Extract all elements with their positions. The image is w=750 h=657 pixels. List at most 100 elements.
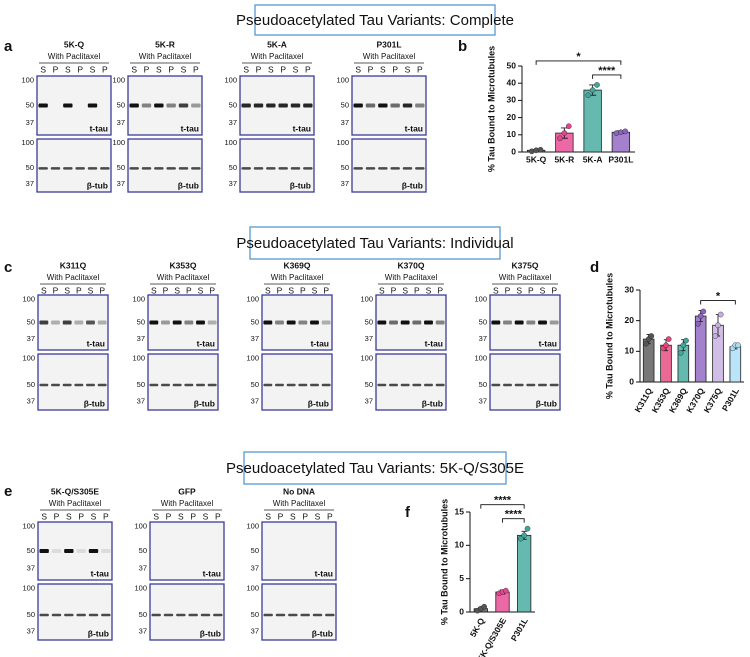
lane-label: S [265, 285, 271, 295]
treatment-label: With Paclitaxel [47, 273, 100, 282]
mw-marker: 100 [22, 522, 35, 531]
lane-label: S [540, 285, 546, 295]
y-tick-label: 0 [629, 376, 634, 386]
x-tick-label: P301L [608, 154, 633, 164]
band [266, 167, 276, 170]
mw-marker: 50 [139, 546, 147, 555]
band [365, 103, 376, 108]
band [424, 320, 433, 325]
band [39, 320, 49, 325]
data-point [643, 340, 649, 347]
target-label: β-tub [290, 180, 311, 190]
lane-label: P [186, 285, 192, 295]
data-point [677, 350, 684, 356]
target-label: β-tub [422, 398, 443, 408]
data-point [663, 342, 669, 349]
lane-label: S [153, 511, 159, 521]
mw-marker: 50 [479, 380, 487, 389]
band [278, 103, 288, 108]
band [188, 613, 198, 617]
y-tick-label: 10 [507, 129, 517, 139]
blot-bottom [375, 353, 447, 411]
band [39, 613, 49, 617]
data-point [589, 87, 596, 93]
treatment-label: With Paclitaxel [139, 52, 192, 61]
lane-label: S [65, 64, 71, 74]
band [312, 613, 323, 617]
panel-letter: e [4, 483, 12, 500]
y-axis-label: % Tau Bound to Microtubules [439, 499, 449, 625]
mw-marker: 50 [27, 380, 35, 389]
band [141, 103, 152, 108]
blot-top [239, 75, 315, 136]
band [74, 320, 84, 325]
target-label: β-tub [178, 180, 199, 190]
band [435, 320, 445, 325]
band [263, 320, 273, 325]
mw-marker: 100 [134, 522, 147, 531]
band [213, 613, 223, 617]
treatment-label: With Paclitaxel [273, 499, 326, 508]
section-title: Pseudoacetylated Tau Variants: 5K-Q/S305… [226, 460, 524, 477]
band [163, 613, 174, 617]
blot-title: K370Q [398, 260, 425, 270]
band [290, 167, 301, 170]
target-label: t-tau [425, 338, 443, 348]
band [412, 383, 422, 387]
mw-marker: 37 [27, 397, 35, 406]
band [415, 103, 425, 108]
significance-bracket [480, 504, 525, 509]
band [263, 383, 273, 387]
band [412, 320, 422, 325]
mw-marker: 100 [224, 76, 237, 85]
lane-label: S [131, 64, 137, 74]
target-label: β-tub [308, 398, 329, 408]
blot-bottom [36, 138, 112, 193]
target-label: t-tau [181, 123, 199, 133]
mw-marker: 37 [479, 397, 487, 406]
target-label: β-tub [312, 628, 333, 638]
blot-top [149, 521, 225, 581]
mw-marker: 100 [224, 138, 237, 147]
data-point [683, 337, 689, 344]
lane-label: P [168, 64, 174, 74]
target-label: t-tau [87, 338, 105, 348]
mw-marker: 100 [336, 76, 349, 85]
band [390, 167, 400, 170]
lane-label: S [90, 64, 96, 74]
data-point [503, 587, 509, 594]
data-point [695, 320, 701, 327]
band [172, 383, 182, 387]
lane-label: P [99, 285, 105, 295]
band [51, 320, 60, 325]
treatment-label: With Paclitaxel [251, 52, 304, 61]
data-point [524, 525, 531, 532]
mw-marker: 37 [229, 179, 237, 188]
band [377, 383, 387, 387]
treatment-label: With Paclitaxel [271, 273, 324, 282]
mw-marker: 50 [27, 610, 35, 619]
band [63, 103, 73, 108]
lane-label: P [77, 64, 83, 74]
mw-marker: 37 [341, 118, 349, 127]
band [415, 167, 425, 170]
band [76, 549, 86, 553]
treatment-label: With Paclitaxel [49, 499, 102, 508]
mw-marker: 37 [137, 334, 145, 343]
treatment-label: With Paclitaxel [499, 273, 552, 282]
lane-label: P [76, 285, 82, 295]
lane-label: P [505, 285, 511, 295]
band [241, 103, 251, 108]
mw-marker: 37 [341, 179, 349, 188]
band [321, 320, 331, 325]
blot-bottom [351, 138, 427, 193]
band [389, 320, 398, 325]
band [149, 383, 159, 387]
panel-letter: f [405, 504, 411, 521]
x-tick-label: 5K-Q [526, 154, 547, 164]
y-axis-label: % Tau Bound to Microtubules [604, 273, 614, 399]
band [178, 167, 189, 170]
band [549, 320, 559, 325]
lane-label: S [41, 285, 47, 295]
mw-marker: 50 [229, 163, 237, 172]
